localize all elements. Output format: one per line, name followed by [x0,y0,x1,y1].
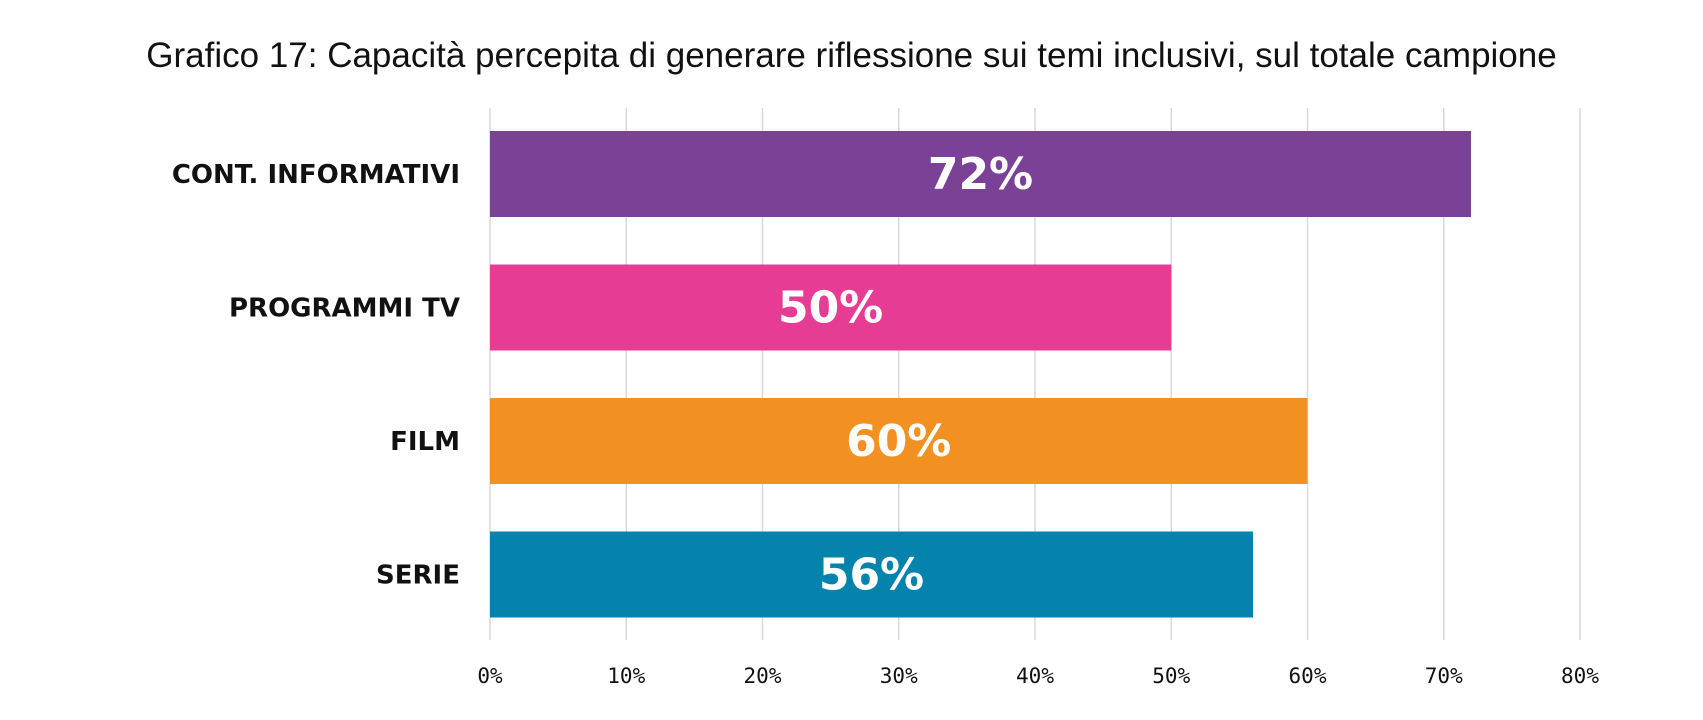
x-tick-label: 10% [607,664,645,688]
category-label: CONT. INFORMATIVI [172,160,460,190]
x-tick-label: 60% [1289,664,1327,688]
x-tick-label: 50% [1152,664,1190,688]
data-label: 50% [778,283,883,334]
data-label: 72% [928,149,1033,200]
data-label: 56% [819,550,924,601]
bar [490,531,1253,618]
x-tick-label: 30% [880,664,918,688]
x-tick-label: 80% [1561,664,1599,688]
x-tick-label: 70% [1425,664,1463,688]
bars: 72% 50% 60% 56% [490,131,1471,618]
category-label: FILM [390,427,460,457]
x-tick-label: 40% [1016,664,1054,688]
category-label: PROGRAMMI TV [229,294,460,324]
chart-title: Grafico 17: Capacità percepita di genera… [146,36,1557,75]
category-label: SERIE [376,561,460,591]
bar [490,264,1172,351]
data-label: 60% [846,416,951,467]
category-labels: CONT. INFORMATIVI PROGRAMMI TV FILM SERIE [172,160,460,591]
bar [490,398,1308,484]
bar [490,131,1471,217]
x-axis-ticks: 0% 10% 20% 30% 40% 50% 60% 70% 80% [477,664,1599,688]
x-tick-label: 0% [477,664,503,688]
x-tick-label: 20% [744,664,782,688]
